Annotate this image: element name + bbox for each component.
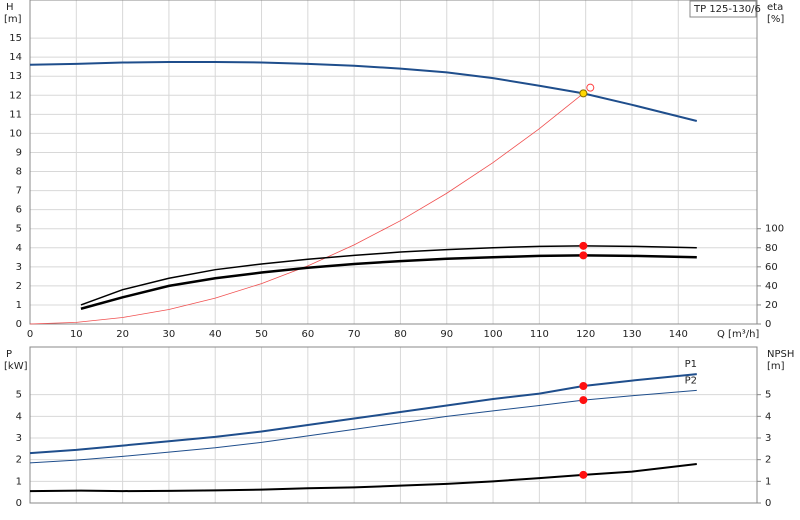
y-axis-label: H — [6, 2, 14, 13]
y-tick-label: 8 — [16, 167, 22, 178]
x-tick-label: 100 — [484, 329, 503, 340]
annotation: TP 125-130/6 — [693, 4, 761, 15]
y-tick-label: 0 — [16, 319, 22, 330]
y-axis-unit: [kW] — [4, 361, 28, 372]
plot-frame — [29, 0, 758, 325]
x-tick-label: 60 — [301, 329, 314, 340]
x-axis-label: Q [m³/h] — [717, 329, 759, 340]
y-tick-label: 10 — [9, 128, 22, 139]
x-tick-label: 80 — [394, 329, 407, 340]
y-tick-label: 5 — [16, 390, 22, 401]
curve-label: P1 — [685, 359, 697, 370]
y2-tick-label: 100 — [765, 224, 784, 235]
curve — [80, 254, 697, 310]
x-tick-label: 10 — [70, 329, 83, 340]
plot-frame — [29, 346, 758, 504]
marker — [579, 89, 588, 98]
y-tick-label: 11 — [9, 109, 22, 120]
annotation-box — [689, 0, 757, 18]
y-tick-label: 1 — [16, 476, 22, 487]
x-tick-label: 130 — [622, 329, 641, 340]
y2-tick-label: 0 — [765, 498, 771, 509]
y-tick-label: 0 — [16, 498, 22, 509]
curve — [29, 389, 697, 464]
plot — [29, 0, 757, 325]
x-tick-label: 40 — [209, 329, 222, 340]
x-tick-label: 30 — [163, 329, 176, 340]
y2-tick-label: 0 — [765, 319, 771, 330]
y-tick-label: 4 — [16, 411, 22, 422]
curve — [29, 93, 584, 325]
y2-tick-label: 4 — [765, 411, 771, 422]
marker — [586, 83, 595, 92]
y-tick-label: 6 — [16, 205, 22, 216]
x-tick-label: 50 — [255, 329, 268, 340]
x-tick-label: 70 — [348, 329, 361, 340]
y2-axis-unit: [m] — [767, 361, 785, 372]
y-tick-label: 12 — [9, 90, 22, 101]
y-tick-label: 5 — [16, 224, 22, 235]
y2-axis-label: eta — [767, 2, 783, 13]
y-tick-label: 1 — [16, 300, 22, 311]
marker — [579, 241, 588, 250]
y2-axis-unit: [%] — [767, 14, 784, 25]
y2-tick-label: 5 — [765, 390, 771, 401]
y-tick-label: 13 — [9, 71, 22, 82]
y-tick-label: 2 — [16, 455, 22, 466]
marker — [579, 251, 588, 260]
y2-tick-label: 60 — [765, 262, 778, 273]
y-tick-label: 9 — [16, 147, 22, 158]
y-tick-label: 3 — [16, 262, 22, 273]
plot — [29, 347, 757, 504]
y-tick-label: 4 — [16, 243, 22, 254]
curve — [29, 60, 698, 122]
x-tick-label: 90 — [440, 329, 453, 340]
marker — [579, 382, 588, 390]
x-tick-label: 20 — [116, 329, 129, 340]
y-tick-label: 2 — [16, 281, 22, 292]
marker — [579, 396, 588, 405]
curve — [80, 245, 697, 306]
curve-label: P2 — [685, 375, 697, 386]
y-axis-label: P — [6, 349, 12, 360]
curve — [29, 463, 697, 493]
y2-axis-label: NPSH — [767, 349, 794, 360]
x-tick-label: 0 — [27, 329, 33, 340]
y-tick-label: 15 — [9, 33, 22, 44]
marker — [579, 470, 588, 479]
y2-tick-label: 2 — [765, 455, 771, 466]
y2-tick-label: 3 — [765, 433, 771, 444]
x-tick-label: 110 — [530, 329, 549, 340]
y-axis-unit: [m] — [4, 14, 22, 25]
y2-tick-label: 20 — [765, 300, 778, 311]
x-tick-label: 140 — [669, 329, 688, 340]
y2-tick-label: 80 — [765, 243, 778, 254]
y-tick-label: 14 — [9, 52, 22, 63]
y2-tick-label: 40 — [765, 281, 778, 292]
x-tick-label: 120 — [576, 329, 595, 340]
y2-tick-label: 1 — [765, 476, 771, 487]
y-tick-label: 7 — [16, 186, 22, 197]
y-tick-label: 3 — [16, 433, 22, 444]
curve — [29, 373, 697, 455]
